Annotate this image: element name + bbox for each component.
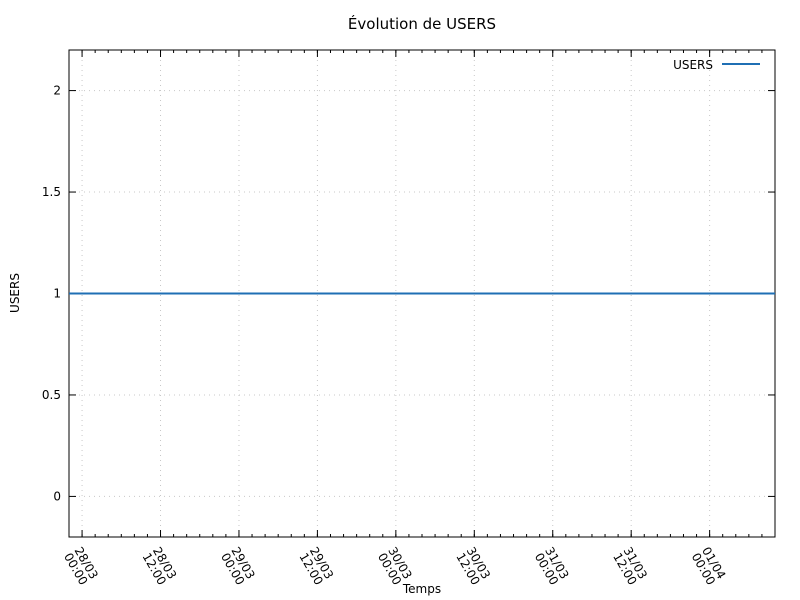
legend: USERS	[673, 58, 760, 72]
x-tick-label: 28/0300:00	[61, 545, 101, 588]
x-axis-label: Temps	[402, 582, 441, 596]
chart-title: Évolution de USERS	[348, 14, 496, 33]
x-tick-label: 30/0312:00	[453, 545, 493, 588]
y-tick-label: 0.5	[42, 388, 61, 402]
y-tick-label: 1	[53, 287, 61, 301]
y-tick-label: 1.5	[42, 185, 61, 199]
x-tick-label: 01/0400:00	[689, 545, 729, 588]
axis-ticks	[68, 50, 776, 537]
x-tick-label: 29/0300:00	[218, 545, 258, 588]
x-tick-label: 28/0312:00	[140, 545, 180, 588]
x-tick-label: 31/0312:00	[610, 545, 650, 588]
x-tick-label: 31/0300:00	[532, 545, 572, 588]
x-tick-label: 29/0312:00	[296, 545, 336, 588]
legend-label-users: USERS	[673, 58, 713, 72]
grid	[69, 50, 775, 537]
y-axis-label: USERS	[8, 273, 22, 313]
y-tick-label: 2	[53, 84, 61, 98]
x-tick-label: 30/0300:00	[375, 545, 415, 588]
y-tick-label: 0	[53, 489, 61, 503]
